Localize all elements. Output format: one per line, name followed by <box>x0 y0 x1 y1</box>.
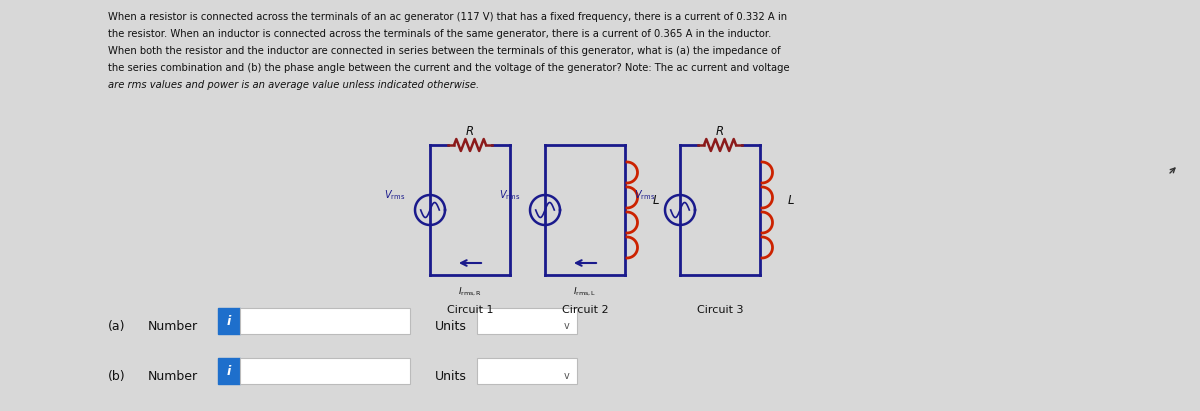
Text: When a resistor is connected across the terminals of an ac generator (117 V) tha: When a resistor is connected across the … <box>108 12 787 22</box>
Text: v: v <box>564 371 570 381</box>
Text: Circuit 1: Circuit 1 <box>446 305 493 315</box>
Text: Units: Units <box>436 319 467 332</box>
Text: L: L <box>788 194 794 206</box>
Text: the resistor. When an inductor is connected across the terminals of the same gen: the resistor. When an inductor is connec… <box>108 29 772 39</box>
Text: R: R <box>466 125 474 138</box>
FancyBboxPatch shape <box>218 308 240 334</box>
Text: Circuit 2: Circuit 2 <box>562 305 608 315</box>
Text: $I_\mathrm{rms,L}$: $I_\mathrm{rms,L}$ <box>574 286 596 298</box>
Text: L: L <box>653 194 660 206</box>
FancyBboxPatch shape <box>478 358 577 384</box>
Text: Number: Number <box>148 369 198 383</box>
Text: Circuit 3: Circuit 3 <box>697 305 743 315</box>
Text: R: R <box>716 125 724 138</box>
Text: $V_\mathrm{rms}$: $V_\mathrm{rms}$ <box>634 188 655 202</box>
Text: (b): (b) <box>108 369 126 383</box>
Text: v: v <box>564 321 570 331</box>
Text: When both the resistor and the inductor are connected in series between the term: When both the resistor and the inductor … <box>108 46 781 56</box>
FancyBboxPatch shape <box>240 308 410 334</box>
Text: i: i <box>227 365 232 377</box>
Text: $V_\mathrm{rms}$: $V_\mathrm{rms}$ <box>499 188 520 202</box>
Text: $I_\mathrm{rms,R}$: $I_\mathrm{rms,R}$ <box>458 286 482 298</box>
Text: (a): (a) <box>108 319 126 332</box>
Text: $V_\mathrm{rms}$: $V_\mathrm{rms}$ <box>384 188 406 202</box>
Text: Number: Number <box>148 319 198 332</box>
Text: the series combination and (b) the phase angle between the current and the volta: the series combination and (b) the phase… <box>108 63 790 73</box>
FancyBboxPatch shape <box>218 358 240 384</box>
Text: are rms values and power is an average value unless indicated otherwise.: are rms values and power is an average v… <box>108 80 479 90</box>
Text: i: i <box>227 314 232 328</box>
FancyBboxPatch shape <box>240 358 410 384</box>
Text: Units: Units <box>436 369 467 383</box>
FancyBboxPatch shape <box>478 308 577 334</box>
